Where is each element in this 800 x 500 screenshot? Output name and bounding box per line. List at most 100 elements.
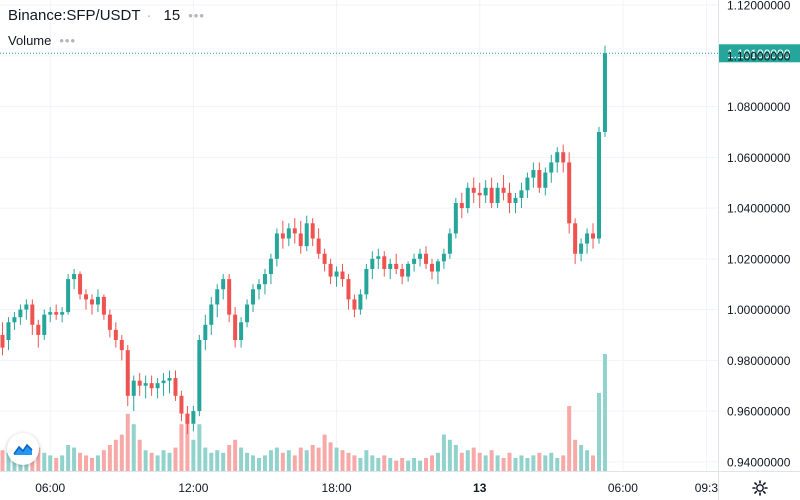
candle-body (161, 380, 166, 384)
volume-bar (340, 450, 345, 471)
candle-body (239, 322, 244, 341)
candle-body (495, 187, 500, 203)
more-options-icon[interactable]: ••• (188, 8, 205, 23)
volume-options-icon[interactable]: ••• (59, 33, 77, 48)
volume-bar (597, 393, 601, 471)
volume-bar (465, 450, 470, 471)
candle-body (131, 380, 136, 396)
volume-bar (95, 455, 100, 471)
candle-body (18, 309, 23, 318)
candle-body (429, 263, 434, 272)
volume-bar (155, 455, 160, 471)
candle-body (334, 271, 339, 277)
candle-body (292, 228, 297, 234)
volume-bar (36, 447, 41, 471)
candle-body (36, 324, 41, 335)
candle-body (167, 378, 172, 381)
candle-body (555, 152, 560, 163)
x-tick-label: 06:00 (608, 481, 638, 495)
volume-bar (489, 450, 494, 471)
volume-bar (567, 406, 572, 471)
tradingview-logo-icon[interactable] (7, 433, 39, 465)
volume-bar (316, 447, 321, 471)
candle-body (483, 187, 488, 196)
candle-body (179, 395, 184, 414)
candle-body (447, 233, 452, 254)
candle-body (173, 378, 178, 396)
volume-bar (239, 447, 244, 471)
volume-bar (501, 458, 506, 471)
volume-bar (6, 452, 11, 471)
volume-bar (185, 413, 190, 471)
candle-body (543, 172, 548, 188)
candle-body (155, 383, 160, 389)
volume-bar (0, 450, 5, 471)
candle-body (24, 304, 29, 310)
candle-body (573, 223, 578, 254)
candle-body (221, 279, 226, 290)
candle-body (364, 268, 369, 295)
volume-bar (60, 455, 65, 471)
volume-bar (406, 460, 411, 471)
volume-bar (84, 455, 89, 471)
volume-bar (585, 450, 590, 471)
volume-bar (268, 450, 273, 471)
y-tick-label: 1.04000000 (727, 202, 791, 216)
candle-body (561, 152, 566, 163)
volume-bar (72, 447, 77, 471)
candle-body (358, 294, 363, 310)
volume-bar (42, 452, 47, 471)
volume-bar (221, 452, 226, 471)
candle-body (107, 314, 112, 330)
candle-body (304, 223, 309, 247)
candle-body (274, 233, 279, 259)
gear-icon[interactable] (750, 478, 770, 498)
volume-bar (382, 455, 387, 471)
candle-body (149, 383, 154, 389)
volume-bar (197, 424, 202, 471)
symbol-legend[interactable]: Binance:SFP/USDT · 15 ••• (8, 7, 205, 24)
volume-bar (459, 452, 464, 471)
volume-bar (125, 413, 130, 471)
candle-body (137, 380, 142, 386)
x-tick-label: 09:3 (695, 481, 719, 495)
candle-body (119, 340, 124, 351)
candle-body (84, 294, 89, 300)
volume-bar (143, 450, 148, 471)
volume-bar (352, 455, 357, 471)
volume-bar (441, 434, 446, 471)
volume-bar (256, 458, 261, 471)
candle-body (125, 350, 130, 396)
candle-body (6, 322, 11, 341)
candle-body (60, 312, 65, 315)
candle-body (72, 274, 77, 280)
y-tick-label: 0.96000000 (727, 405, 791, 419)
candle-body (191, 411, 196, 424)
volume-bar (447, 439, 452, 471)
candle-body (388, 263, 393, 269)
symbol-name: Binance:SFP/USDT (8, 7, 141, 24)
candle-body (567, 162, 572, 224)
candle-body (459, 202, 464, 209)
volume-series (0, 354, 607, 471)
volume-bar (358, 458, 363, 471)
candle-body (531, 170, 536, 178)
volume-bar (262, 455, 267, 471)
candle-body (340, 271, 345, 280)
candle-body (256, 284, 261, 290)
last-price-label: 1.10100000 (727, 47, 791, 61)
candle-body (66, 279, 71, 313)
y-tick-label: 1.10000000 (727, 49, 791, 63)
volume-bar (274, 447, 279, 471)
interval-label: 15 (163, 7, 181, 24)
volume-legend[interactable]: Volume ••• (8, 33, 76, 48)
volume-bar (531, 455, 536, 471)
volume-bar (483, 455, 488, 471)
last-price-line: 1.10100000 (0, 44, 800, 63)
volume-bar (78, 452, 83, 471)
volume-bar (555, 458, 560, 471)
volume-bar (328, 442, 333, 471)
candle-body (42, 314, 47, 335)
